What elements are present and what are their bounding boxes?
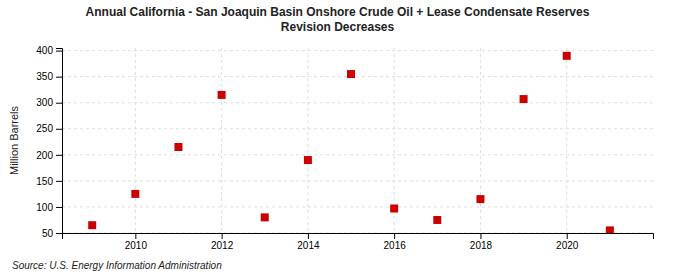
tick-mark <box>56 155 62 156</box>
tick-label: 350 <box>36 71 53 82</box>
tick-mark <box>56 181 62 182</box>
point <box>347 70 355 78</box>
grid-line <box>62 102 653 103</box>
grid-line <box>62 180 653 181</box>
tick-mark <box>56 129 62 130</box>
tick: 2012 <box>211 233 234 251</box>
points <box>88 52 614 233</box>
tick-mark <box>56 77 62 78</box>
tick: 2010 <box>125 233 148 251</box>
grid-line <box>221 48 222 233</box>
point <box>563 52 571 60</box>
grid-line <box>62 206 653 207</box>
point <box>174 143 182 151</box>
tick: 100 <box>36 202 62 213</box>
tick-mark <box>56 207 62 208</box>
grid-line <box>307 48 308 233</box>
point <box>88 221 96 229</box>
axis-line <box>63 234 654 240</box>
tick-mark <box>56 233 62 234</box>
tick-label: 250 <box>36 123 53 134</box>
tick-label: 2014 <box>297 240 320 251</box>
title: Annual California - San Joaquin Basin On… <box>86 5 590 34</box>
point <box>433 216 441 224</box>
tick-mark <box>56 51 62 52</box>
tick: 50 <box>42 228 62 239</box>
tick-label: 2020 <box>556 240 579 251</box>
tick: 200 <box>36 150 62 161</box>
annotation: Source: U.S. Energy Information Administ… <box>12 260 222 271</box>
grid-line <box>566 48 567 233</box>
grid-line <box>62 154 653 155</box>
tick-label: 300 <box>36 97 53 108</box>
point <box>520 95 528 103</box>
point <box>218 91 226 99</box>
tick-label: 150 <box>36 176 53 187</box>
tick-label: 2010 <box>125 240 148 251</box>
point <box>261 213 269 221</box>
title-line: Annual California - San Joaquin Basin On… <box>86 5 590 19</box>
grid-line <box>62 128 653 129</box>
tick-label: 2018 <box>470 240 493 251</box>
point <box>606 226 614 233</box>
point <box>390 205 398 213</box>
tick: 250 <box>36 123 62 134</box>
tick-mark <box>135 233 136 239</box>
tick-label: 50 <box>42 228 54 239</box>
chart: Annual California - San Joaquin Basin On… <box>0 0 675 275</box>
tick: 2016 <box>384 233 407 251</box>
tick: 2014 <box>297 233 320 251</box>
grid-line <box>62 50 653 51</box>
plot: 2010 2012 2014 2016 2018 2020 50 100 150 200 250 30… <box>8 45 654 251</box>
grid-line <box>62 76 653 77</box>
tick-label: 2016 <box>384 240 407 251</box>
y-label: Million Barrels <box>8 105 20 175</box>
tick-mark <box>222 233 223 239</box>
grid-line <box>135 48 136 233</box>
tick-mark <box>480 233 481 239</box>
point <box>131 190 139 198</box>
tick: 2020 <box>556 233 579 251</box>
tick-label: 100 <box>36 202 53 213</box>
y-axis: 50 100 150 200 250 300 350 400 <box>36 45 62 238</box>
title-line: Revision Decreases <box>281 20 395 34</box>
axis-line <box>56 49 63 234</box>
point <box>304 156 312 164</box>
tick: 350 <box>36 71 62 82</box>
tick-label: 200 <box>36 150 53 161</box>
tick-mark <box>56 103 62 104</box>
grid <box>62 48 653 233</box>
point <box>476 195 484 203</box>
tick-label: 2012 <box>211 240 234 251</box>
tick: 2018 <box>470 233 493 251</box>
grid-line <box>480 48 481 233</box>
tick-mark <box>394 233 395 239</box>
tick-mark <box>308 233 309 239</box>
tick: 400 <box>36 45 62 56</box>
tick: 150 <box>36 176 62 187</box>
tick-mark <box>567 233 568 239</box>
tick: 300 <box>36 97 62 108</box>
x-axis: 2010 2012 2014 2016 2018 2020 <box>63 233 654 251</box>
tick-label: 400 <box>36 45 53 56</box>
